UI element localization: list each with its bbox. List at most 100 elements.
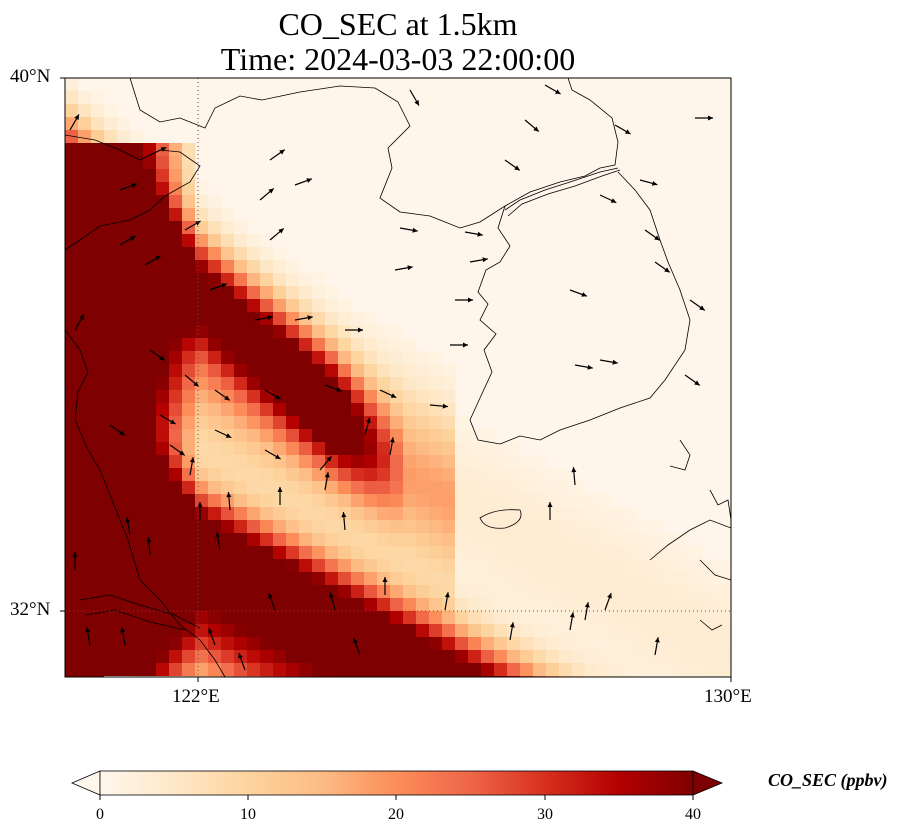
field-cell [416,507,430,521]
field-cell [143,598,157,612]
field-cell [572,624,586,638]
field-cell [494,507,508,521]
field-cell [221,416,235,430]
field-cell [78,546,92,560]
field-cell [169,182,183,196]
wind-arrow-head [197,502,203,507]
field-cell [416,377,430,391]
field-cell [247,637,261,651]
lat-tick-40n: 40°N [10,66,51,87]
field-cell [130,208,144,222]
field-cell [117,156,131,170]
field-cell [481,546,495,560]
field-cell [572,546,586,560]
field-cell [325,559,339,573]
field-cell [364,611,378,625]
field-cell [143,234,157,248]
field-cell [299,650,313,664]
field-cell [338,559,352,573]
field-cell [143,624,157,638]
field-cell [78,325,92,339]
field-cell [702,611,716,625]
field-cell [273,546,287,560]
field-cell [364,637,378,651]
field-cell [117,416,131,430]
field-cell [169,234,183,248]
field-cell [429,637,443,651]
field-cell [624,611,638,625]
field-cell [663,676,677,677]
field-cell [195,442,209,456]
field-cell [598,520,612,534]
field-cell [208,403,222,417]
field-cell [520,598,534,612]
field-cell [78,442,92,456]
field-cell [299,351,313,365]
field-cell [338,442,352,456]
wind-arrow-head [463,342,468,348]
field-cell [559,663,573,677]
field-cell [533,611,547,625]
field-cell [91,416,105,430]
field-cell [338,468,352,482]
field-cell [260,260,274,274]
field-cell [481,624,495,638]
field-cell [91,286,105,300]
field-cell [143,403,157,417]
field-cell [260,390,274,404]
field-cell [455,416,469,430]
field-cell [455,598,469,612]
field-cell [325,351,339,365]
field-cell [299,403,313,417]
field-cell [221,468,235,482]
field-cell [364,364,378,378]
field-cell [351,494,365,508]
lon-tick-130e: 130°E [704,686,752,707]
wind-arrow-head [341,512,347,518]
field-cell [91,377,105,391]
field-cell [442,442,456,456]
field-cell [143,676,157,677]
field-cell [325,312,339,326]
field-cell [234,429,248,443]
field-cell [442,585,456,599]
field-cell [78,338,92,352]
wind-arrow-head [79,314,84,320]
field-cell [299,455,313,469]
field-cell [338,650,352,664]
field-cell [442,650,456,664]
field-cell [468,598,482,612]
field-cell [403,494,417,508]
field-cell [182,312,196,326]
field-cell [416,364,430,378]
field-cell [104,403,118,417]
wind-arrow-head [225,433,232,438]
field-cell [234,390,248,404]
field-cell [130,338,144,352]
field-cell [377,403,391,417]
field-cell [598,559,612,573]
field-cell [351,403,365,417]
field-cell [598,585,612,599]
wind-arrow-head [699,305,705,311]
field-cell [104,195,118,209]
field-cell [416,533,430,547]
field-cell [351,546,365,560]
field-cell [104,468,118,482]
field-cell [78,299,92,313]
field-cell [130,156,144,170]
field-cell [221,533,235,547]
field-cell [117,637,131,651]
field-cell [351,364,365,378]
field-cell [130,455,144,469]
field-cell [221,377,235,391]
field-cell [65,390,79,404]
field-cell [247,598,261,612]
field-cell [286,546,300,560]
field-cell [312,468,326,482]
field-cell [260,312,274,326]
field-cell [351,598,365,612]
field-cell [312,611,326,625]
field-cell [91,325,105,339]
field-cell [234,312,248,326]
